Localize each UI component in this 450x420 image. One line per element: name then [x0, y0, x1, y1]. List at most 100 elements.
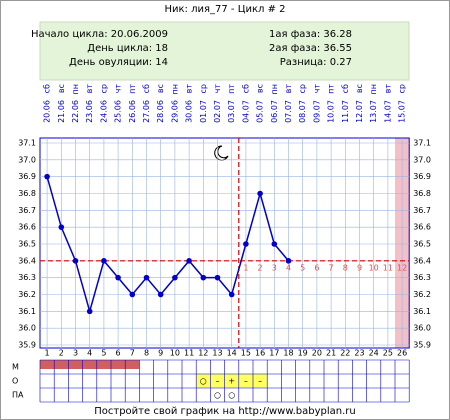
date-label: 10.07 [327, 100, 336, 123]
date-label: 24.06 [99, 100, 108, 123]
temperature-point [186, 258, 192, 264]
date-label: 23.06 [85, 100, 94, 123]
date-label: 11.07 [341, 100, 350, 123]
y2-tick-label: 36.8 [413, 189, 431, 198]
date-label: 22.06 [71, 100, 80, 123]
y-tick-label: 36.9 [18, 172, 36, 181]
y2-tick-label: 36.2 [413, 290, 431, 299]
weekday-label: пн [170, 84, 179, 94]
temperature-point [214, 274, 221, 281]
weekday-label: пн [71, 84, 80, 94]
temperature-point [285, 258, 292, 264]
weekday-label: сб [241, 84, 250, 93]
y-tick-label: 36.4 [18, 256, 36, 265]
date-label: 06.07 [270, 100, 279, 123]
temperature-point [129, 291, 136, 298]
date-label: 26.06 [128, 100, 137, 123]
x-tick-label: 19 [298, 349, 308, 358]
o-cell [196, 374, 211, 388]
y-tick-label: 37.0 [18, 155, 36, 164]
x-tick-label: 10 [170, 349, 180, 358]
temperature-point [271, 241, 278, 247]
date-label: 04.07 [241, 100, 250, 123]
weekday-label: ср [298, 84, 307, 93]
info-right: 2ая фаза: 36.55 [269, 43, 352, 54]
x-tick-label: 26 [397, 349, 407, 358]
date-label: 02.07 [213, 100, 222, 123]
x-tick-label: 13 [212, 349, 222, 358]
date-label: 27.06 [142, 100, 151, 123]
moon-icon [214, 145, 229, 161]
weekday-label: пн [270, 84, 279, 94]
x-tick-label: 16 [255, 349, 265, 358]
temperature-point [157, 291, 164, 298]
x-tick-label: 5 [101, 349, 106, 358]
x-tick-label: 2 [59, 349, 64, 358]
date-label: 21.06 [57, 100, 66, 123]
info-left: Начало цикла: 20.06.2009 [31, 29, 168, 40]
info-left: День цикла: 18 [87, 43, 168, 54]
y-tick-label: 37.1 [18, 139, 36, 148]
weekday-label: чт [213, 84, 222, 94]
x-tick-label: 14 [227, 349, 237, 358]
temperature-point [200, 274, 207, 281]
temperature-point [72, 258, 79, 264]
phase2-day: 8 [343, 263, 348, 272]
info-left: День овуляции: 14 [69, 57, 168, 68]
temperature-point [86, 308, 93, 315]
temperature-point [58, 224, 65, 230]
x-tick-label: 23 [354, 349, 364, 358]
x-tick-label: 20 [312, 349, 322, 358]
x-tick-label: 1 [45, 349, 50, 358]
y-tick-label: 36.3 [18, 273, 36, 282]
info-right: Разница: 0.27 [280, 57, 352, 68]
date-label: 20.06 [43, 100, 52, 123]
date-label: 09.07 [312, 100, 321, 123]
phase2-day: 2 [258, 263, 263, 272]
weekday-label: пт [327, 84, 336, 94]
date-label: 25.06 [114, 100, 123, 123]
x-tick-label: 6 [116, 349, 121, 358]
x-tick-label: 17 [269, 349, 279, 358]
o-cell [238, 374, 253, 388]
y2-tick-label: 36.9 [413, 172, 431, 181]
date-label: 29.06 [170, 100, 179, 123]
weekday-label: пн [369, 84, 378, 94]
phase2-day: 1 [243, 263, 248, 272]
x-tick-label: 25 [383, 349, 393, 358]
date-label: 03.07 [227, 100, 236, 123]
weekday-label: вт [85, 84, 94, 94]
row-label: ПА [12, 391, 24, 400]
temperature-line [46, 176, 290, 315]
pa-row-symbol: ○ [228, 391, 235, 400]
date-label: 07.07 [284, 100, 293, 123]
o-row-symbol: – [216, 377, 220, 386]
x-tick-label: 15 [241, 349, 251, 358]
menses-bar [40, 360, 140, 369]
o-row-symbol: + [228, 377, 235, 386]
weekday-label: вт [185, 84, 194, 94]
date-label: 14.07 [383, 100, 392, 123]
date-label: 15.07 [398, 100, 407, 123]
weekday-label: чт [312, 84, 321, 94]
phase2-day: 10 [369, 263, 379, 272]
weekday-label: чт [114, 84, 123, 94]
plot-border [39, 137, 410, 349]
date-label: 12.07 [355, 100, 364, 123]
date-label: 05.07 [256, 100, 265, 123]
weekday-label: вт [383, 84, 392, 94]
o-cell [224, 374, 239, 388]
y-tick-label: 36.5 [18, 240, 36, 249]
date-label: 01.07 [199, 100, 208, 123]
y2-tick-label: 36.6 [413, 223, 431, 232]
phase2-day: 12 [397, 263, 407, 272]
x-tick-label: 11 [184, 349, 194, 358]
o-row-symbol: – [244, 377, 248, 386]
phase2-day: 5 [300, 263, 305, 272]
phase2-day: 9 [357, 263, 362, 272]
date-label: 30.06 [185, 100, 194, 123]
y-tick-label: 36.7 [18, 206, 36, 215]
temperature-point [101, 258, 107, 264]
x-tick-label: 4 [87, 349, 92, 358]
